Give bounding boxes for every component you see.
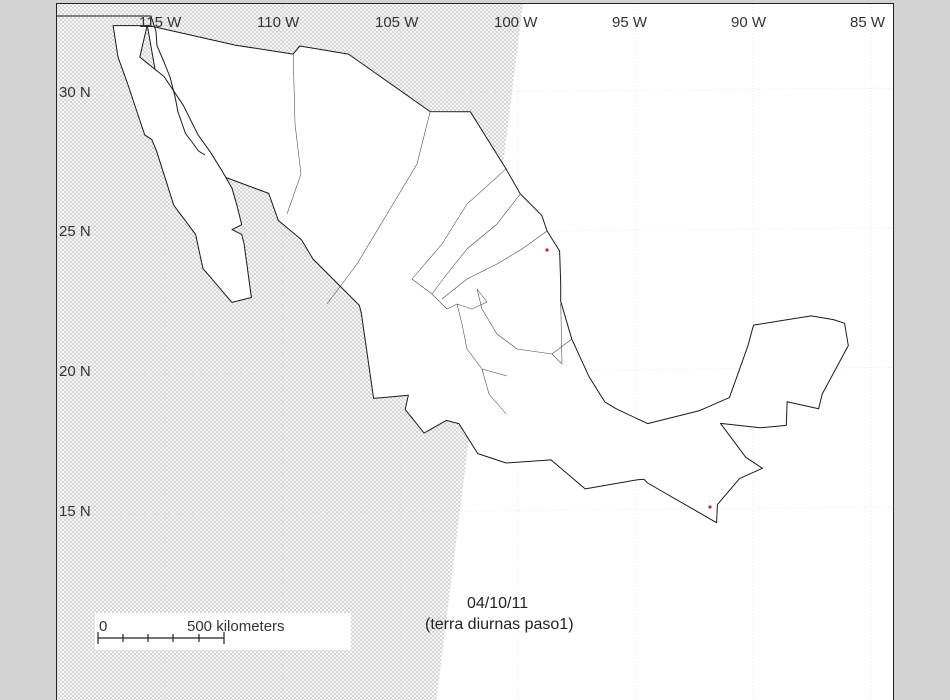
svg-text:0: 0 [99,618,107,635]
svg-text:500 kilometers: 500 kilometers [187,618,285,635]
svg-text:(terra diurnas paso1): (terra diurnas paso1) [425,616,574,633]
svg-text:04/10/11: 04/10/11 [467,595,528,612]
